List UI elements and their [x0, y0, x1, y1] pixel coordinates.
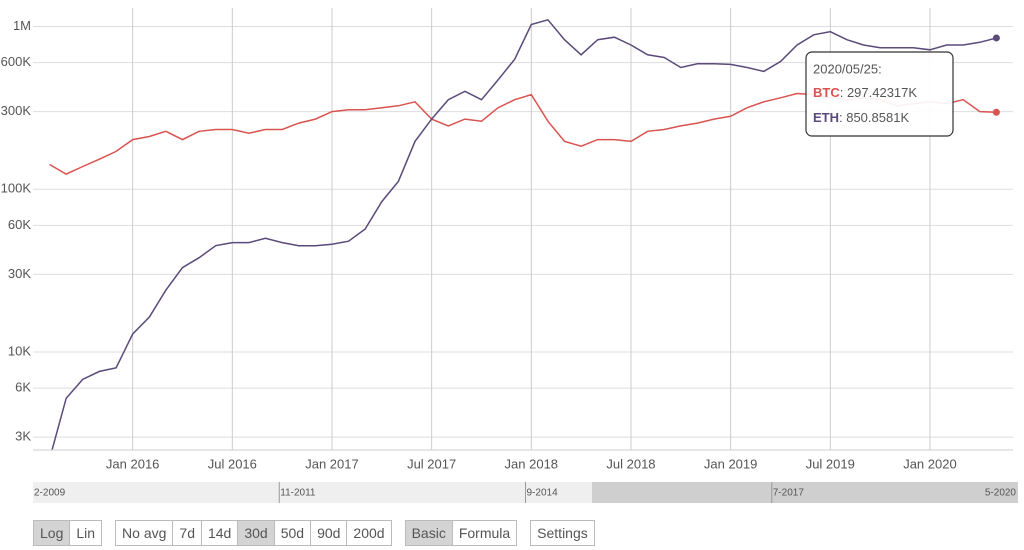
y-tick-label: 3K	[15, 429, 31, 444]
x-tick-label: Jan 2018	[505, 456, 559, 471]
tooltip-item: ETH: 850.8581K	[813, 110, 909, 125]
tooltip: 2020/05/25: BTC: 297.42317K ETH: 850.858…	[805, 51, 954, 137]
button[interactable]: 14d	[201, 521, 239, 545]
button[interactable]: Basic	[405, 521, 453, 545]
tooltip-value: : 850.8581K	[839, 110, 909, 125]
tooltip-title: 2020/05/25:	[813, 61, 882, 76]
button[interactable]: 50d	[274, 521, 312, 545]
x-tick-label: Jul 2018	[606, 456, 655, 471]
button[interactable]: Lin	[70, 521, 102, 545]
end-point	[992, 34, 1000, 42]
x-tick-label: Jan 2020	[903, 456, 957, 471]
navigator-selection[interactable]	[592, 482, 1018, 503]
tooltip-value: : 297.42317K	[840, 85, 918, 100]
x-tick-label: Jan 2017	[305, 456, 359, 471]
y-tick-label: 6K	[15, 380, 31, 395]
series-line	[51, 18, 997, 450]
tooltip-box	[805, 51, 954, 137]
button[interactable]: 7d	[173, 521, 202, 545]
navigator-label: 11-2011	[280, 488, 316, 499]
button-group: Settings	[530, 520, 595, 546]
button[interactable]: Log	[34, 521, 71, 545]
x-tick-label: Jan 2016	[106, 456, 160, 471]
y-tick-label: 1M	[13, 18, 31, 33]
navigator-label: 5-2020	[985, 488, 1017, 499]
navigator-label: 9-2014	[527, 488, 559, 499]
button-group: Basic Formula	[404, 520, 518, 546]
y-tick-label: 30K	[8, 266, 31, 281]
end-point	[992, 108, 1000, 116]
x-tick-label: Jan 2019	[704, 456, 758, 471]
button-group: No avg 7d 14d 30d 50d 90d 200d	[115, 520, 392, 546]
y-tick-label: 100K	[1, 181, 32, 196]
tooltip-series: BTC	[813, 85, 840, 100]
button[interactable]: 30d	[238, 521, 275, 545]
navigator: 2-2009 11-2011 9-2014 7-2017 5-2020	[33, 482, 1018, 503]
button[interactable]: 90d	[311, 521, 348, 545]
navigator-label: 2-2009	[34, 488, 66, 499]
button-group: Log Lin	[33, 520, 103, 546]
controls: Log Lin No avg 7d 14d 30d 50d 90d 200d Basic Formu…	[33, 520, 595, 546]
button[interactable]: No avg	[116, 521, 174, 545]
x-tick-label: Jul 2017	[407, 456, 456, 471]
chart: 2-2009 11-2011 9-2014 7-2017 5-2020 1M 600K 30…	[1, 8, 1018, 503]
y-tick-label: 60K	[8, 217, 31, 232]
button[interactable]: 200d	[347, 521, 391, 545]
x-tick-label: Jul 2016	[208, 456, 257, 471]
tooltip-item: BTC: 297.42317K	[813, 85, 917, 100]
y-tick-label: 300K	[1, 103, 32, 118]
navigator-label: 7-2017	[773, 488, 805, 499]
button[interactable]: Settings	[531, 521, 594, 545]
x-tick-label: Jul 2019	[806, 456, 855, 471]
tooltip-series: ETH	[813, 110, 839, 125]
y-tick-label: 10K	[8, 343, 31, 358]
button[interactable]: Formula	[452, 521, 517, 545]
y-tick-label: 600K	[1, 54, 32, 69]
